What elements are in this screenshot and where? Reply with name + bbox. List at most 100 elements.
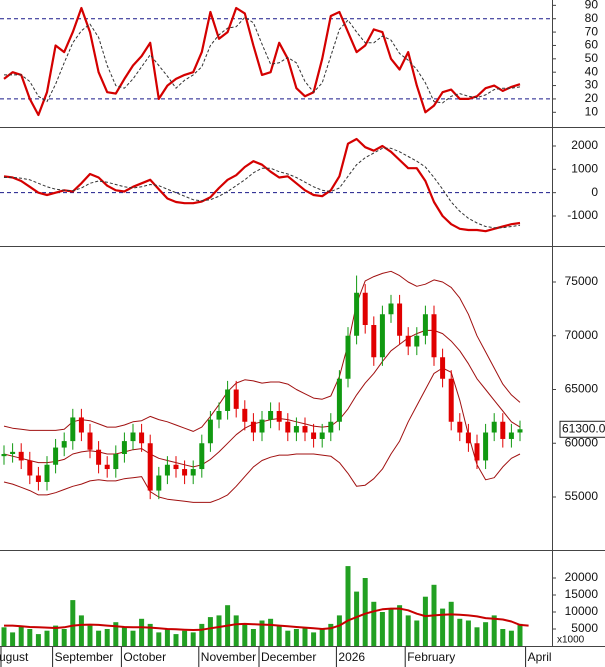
y-tick-label: 30 bbox=[585, 78, 599, 92]
volume-bar bbox=[371, 601, 377, 646]
band-line bbox=[3, 270, 521, 432]
volume-bar bbox=[311, 632, 317, 646]
volume-bar bbox=[61, 628, 67, 646]
y-tick-label: 55000 bbox=[565, 489, 599, 503]
candle-body bbox=[379, 314, 385, 358]
volume-bar bbox=[18, 625, 24, 646]
candle-body bbox=[121, 441, 127, 455]
volume-bar bbox=[345, 566, 351, 646]
volume-bar bbox=[207, 617, 213, 646]
candle-body bbox=[302, 426, 308, 433]
volume-bar bbox=[78, 615, 84, 646]
y-tick-label: 5000 bbox=[571, 621, 598, 635]
candle-body bbox=[18, 451, 24, 461]
volume-bar bbox=[173, 634, 179, 646]
candle-body bbox=[491, 421, 497, 433]
volume-bar bbox=[474, 627, 480, 646]
x-tick-label: February bbox=[407, 650, 455, 664]
y-tick-label: 15000 bbox=[565, 587, 599, 601]
y-tick-label: 75000 bbox=[565, 274, 599, 288]
volume-ma-line bbox=[4, 607, 529, 631]
volume-bar bbox=[121, 627, 127, 646]
candle-body bbox=[362, 292, 368, 326]
candle-body bbox=[508, 432, 514, 439]
candle-body bbox=[319, 432, 325, 439]
volume-bar bbox=[328, 623, 334, 646]
candle-body bbox=[285, 421, 291, 433]
y-tick-label: 80 bbox=[585, 11, 599, 25]
candle-body bbox=[354, 292, 360, 336]
candle-body bbox=[422, 314, 428, 336]
volume-bar bbox=[130, 630, 136, 646]
candle-body bbox=[517, 429, 523, 433]
candle-body bbox=[371, 325, 377, 358]
candle-body bbox=[147, 443, 153, 491]
x-tick-label: October bbox=[123, 650, 166, 664]
last-price-box bbox=[559, 420, 605, 438]
candle-body bbox=[190, 469, 196, 476]
candle-body bbox=[27, 460, 33, 476]
y-tick-label: 20 bbox=[585, 91, 599, 105]
x-tick-label: 2026 bbox=[338, 650, 365, 664]
candle-body bbox=[1, 454, 7, 457]
volume-bar bbox=[448, 601, 454, 646]
candle-body bbox=[448, 378, 454, 422]
volume-bar bbox=[285, 630, 291, 646]
candle-body bbox=[311, 432, 317, 439]
candle-body bbox=[268, 411, 274, 420]
candle-body bbox=[483, 432, 489, 461]
y-tick-label: 60000 bbox=[565, 435, 599, 449]
candle-body bbox=[405, 335, 411, 347]
volume-bar bbox=[491, 615, 497, 646]
volume-bar bbox=[379, 611, 385, 646]
candle-body bbox=[87, 432, 93, 450]
candle-body bbox=[259, 419, 265, 433]
candle-body bbox=[345, 335, 351, 379]
candle-body bbox=[199, 443, 205, 470]
volume-bar bbox=[10, 632, 16, 646]
candle-body bbox=[336, 378, 342, 422]
main-line bbox=[3, 137, 521, 233]
volume-bar bbox=[113, 622, 119, 646]
y-tick-label: 90 bbox=[585, 0, 599, 12]
y-tick-label: 10000 bbox=[565, 604, 599, 618]
candle-body bbox=[397, 303, 403, 336]
candle-body bbox=[113, 454, 119, 470]
volume-bar bbox=[362, 577, 368, 646]
y-tick-label: 0 bbox=[591, 185, 598, 199]
volume-bar bbox=[268, 618, 274, 646]
volume-bar bbox=[388, 608, 394, 646]
y-tick-label: 65000 bbox=[565, 382, 599, 396]
y-tick-label: 70 bbox=[585, 24, 599, 38]
volume-bar bbox=[465, 620, 471, 646]
y-tick-label: 50 bbox=[585, 51, 599, 65]
volume-bar bbox=[164, 628, 170, 646]
x-tick-label: November bbox=[201, 650, 256, 664]
volume-bar bbox=[508, 630, 514, 646]
x-tick-label: September bbox=[55, 650, 114, 664]
volume-bar bbox=[156, 632, 162, 646]
volume-bar bbox=[500, 628, 506, 646]
volume-bar bbox=[250, 628, 256, 646]
volume-bar bbox=[259, 620, 265, 646]
candle-body bbox=[414, 335, 420, 347]
volume-bar bbox=[104, 628, 110, 646]
volume-bar bbox=[147, 623, 153, 646]
volume-bar bbox=[517, 623, 523, 646]
volume-bar bbox=[190, 632, 196, 646]
volume-bar bbox=[319, 628, 325, 646]
candle-body bbox=[104, 464, 110, 470]
y-tick-label: -1000 bbox=[567, 208, 598, 222]
volume-bar bbox=[199, 623, 205, 646]
volume-bar bbox=[96, 630, 102, 646]
volume-bar bbox=[139, 618, 145, 646]
y-tick-label: 10 bbox=[585, 104, 599, 118]
volume-bar bbox=[336, 615, 342, 646]
x-tick-label: April bbox=[528, 650, 552, 664]
candle-body bbox=[164, 464, 170, 476]
candle-body bbox=[293, 426, 299, 433]
last-price-label: 61300.00 bbox=[562, 421, 605, 435]
volume-bar bbox=[276, 625, 282, 646]
